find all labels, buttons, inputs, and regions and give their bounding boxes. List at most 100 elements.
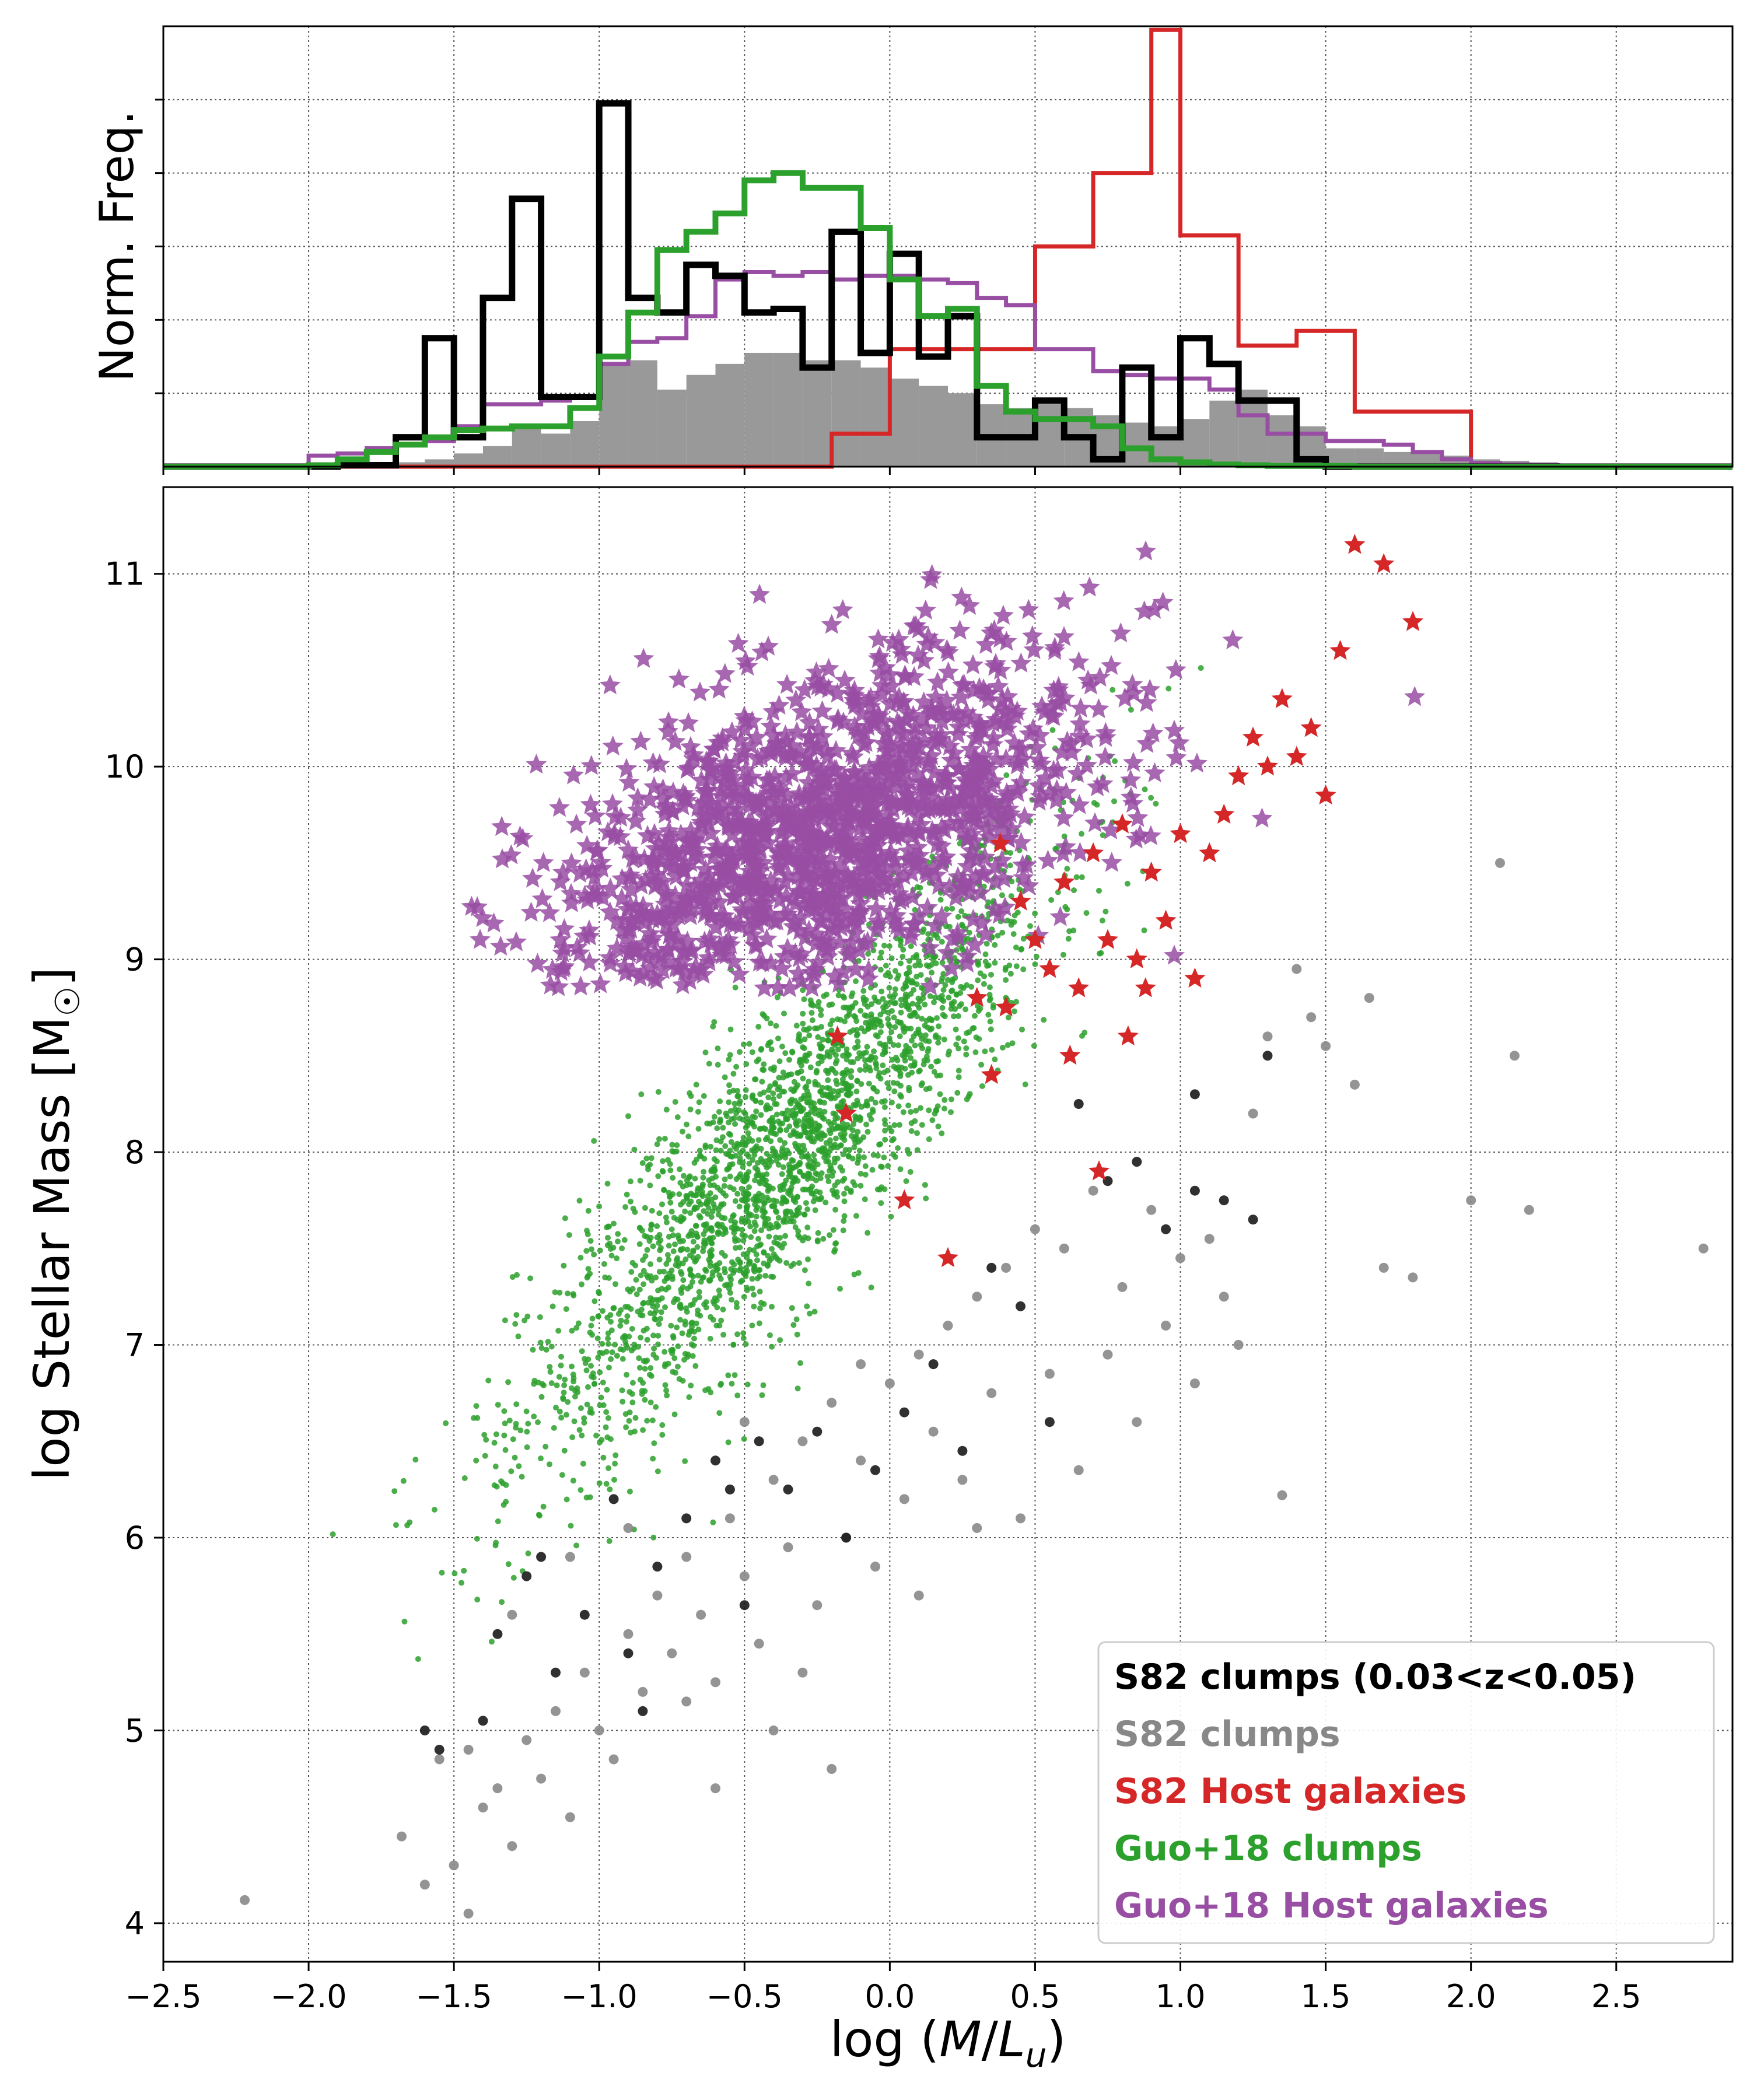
point-guo-18-host-galaxies [957,855,978,876]
point-guo-18-host-galaxies [619,864,640,884]
hist-bar-s82-clumps [802,360,832,467]
point-guo-18-host-galaxies [726,839,748,860]
point-guo-18-host-galaxies [1010,652,1032,673]
point-guo-18-host-galaxies [522,867,544,888]
point-guo-18-clumps [636,1286,643,1293]
point-guo-18-clumps [646,1371,653,1378]
point-s82-clumps-0-03-z-0-05 [1016,1301,1026,1311]
point-guo-18-clumps [670,1248,677,1255]
point-guo-18-clumps [686,1394,692,1401]
point-guo-18-host-galaxies [1166,747,1187,767]
point-guo-18-clumps [740,1135,747,1141]
point-guo-18-clumps [851,1144,858,1150]
point-guo-18-clumps [714,1125,720,1132]
point-guo-18-clumps [926,1136,932,1142]
point-guo-18-clumps [853,978,859,985]
point-guo-18-clumps [519,1474,525,1480]
point-guo-18-clumps [752,1177,758,1184]
point-guo-18-host-galaxies [1068,651,1090,671]
point-guo-18-clumps [648,1222,654,1228]
point-guo-18-clumps [674,1363,681,1370]
point-guo-18-clumps [492,1464,499,1469]
point-guo-18-clumps [727,1290,733,1296]
point-guo-18-host-galaxies [984,619,1005,640]
point-guo-18-clumps [898,960,904,967]
point-guo-18-clumps [656,1136,662,1142]
point-s82-clumps-0-03-z-0-05 [551,1667,561,1678]
point-guo-18-clumps [732,1238,738,1244]
point-guo-18-clumps [713,1174,719,1180]
point-guo-18-host-galaxies [908,822,929,842]
point-guo-18-clumps [659,1168,666,1174]
point-guo-18-clumps [878,988,885,995]
point-s82-clumps-0-03-z-0-05 [870,1465,880,1475]
point-s82-clumps-0-03-z-0-05 [986,1262,997,1273]
point-guo-18-host-galaxies [805,933,827,953]
point-guo-18-clumps [846,1012,852,1018]
point-guo-18-clumps [508,1468,514,1475]
point-guo-18-clumps [659,1201,665,1208]
point-guo-18-host-galaxies [1122,674,1143,694]
point-guo-18-clumps [888,1213,894,1220]
point-guo-18-clumps [710,1317,716,1323]
point-guo-18-host-galaxies [1037,849,1059,870]
point-guo-18-host-galaxies [850,789,872,810]
y-tick-label: 9 [125,942,145,978]
point-guo-18-clumps [892,1024,898,1030]
point-guo-18-clumps [623,1318,629,1325]
point-guo-18-host-galaxies [1101,654,1122,675]
point-guo-18-host-galaxies [975,923,996,943]
point-s82-clumps [972,1292,982,1302]
point-guo-18-host-galaxies [815,766,836,787]
histogram-frame [162,25,1734,468]
point-s82-clumps [1161,1321,1171,1331]
point-guo-18-clumps [809,1017,816,1023]
point-s82-host-galaxies [989,832,1011,853]
point-guo-18-clumps [682,1318,688,1325]
point-guo-18-clumps [816,1122,822,1129]
point-s82-clumps [507,1841,517,1852]
point-guo-18-clumps [900,947,907,953]
point-guo-18-clumps [841,1005,847,1011]
point-guo-18-clumps [1166,685,1172,692]
point-guo-18-clumps [505,1379,512,1385]
point-guo-18-clumps [711,1182,717,1188]
point-guo-18-clumps [825,1037,832,1044]
point-guo-18-clumps [908,1109,914,1115]
point-s82-clumps [492,1783,503,1794]
point-guo-18-clumps [760,1205,766,1211]
point-guo-18-clumps [883,963,889,969]
point-guo-18-clumps [956,1003,963,1009]
point-guo-18-clumps [793,1143,799,1150]
point-guo-18-clumps [718,1317,724,1324]
point-guo-18-clumps [830,1187,836,1194]
point-guo-18-host-galaxies [729,963,750,984]
point-guo-18-clumps [615,1231,621,1237]
point-guo-18-clumps [902,1058,908,1064]
point-guo-18-clumps [713,1322,720,1329]
point-guo-18-host-galaxies [818,888,840,909]
point-guo-18-clumps [774,1111,780,1118]
point-guo-18-host-galaxies [1136,733,1158,753]
point-guo-18-clumps [776,1242,782,1248]
point-guo-18-clumps [754,1167,761,1173]
point-guo-18-clumps [515,1334,522,1339]
point-guo-18-clumps [833,1077,839,1084]
point-guo-18-host-galaxies [921,745,942,765]
point-guo-18-clumps [909,1000,916,1007]
point-guo-18-clumps [663,1214,669,1221]
point-guo-18-clumps [975,960,981,967]
point-guo-18-host-galaxies [584,866,606,887]
hist-bar-s82-clumps [948,393,977,467]
point-guo-18-host-galaxies [720,766,741,787]
point-guo-18-clumps [737,1244,743,1251]
point-guo-18-host-galaxies [853,734,874,754]
point-s82-clumps-0-03-z-0-05 [1189,1089,1200,1100]
point-guo-18-clumps [1110,687,1116,693]
point-s82-clumps [914,1349,924,1360]
point-guo-18-clumps [834,1144,841,1151]
point-guo-18-clumps [543,1346,550,1353]
point-guo-18-host-galaxies [763,724,785,745]
point-guo-18-clumps [588,1322,594,1329]
point-guo-18-clumps [808,1138,815,1144]
